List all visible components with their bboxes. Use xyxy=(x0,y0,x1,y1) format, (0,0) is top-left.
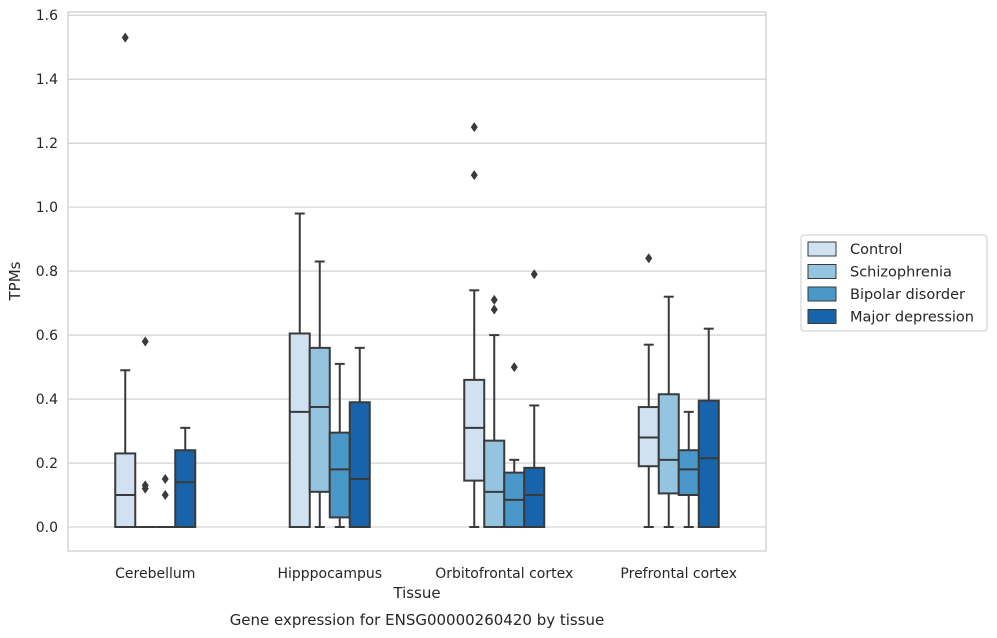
outlier-point xyxy=(490,304,498,315)
x-tick-label: Orbitofrontal cortex xyxy=(435,566,573,582)
box-body xyxy=(328,431,351,519)
legend-swatch xyxy=(807,309,837,324)
x-axis-label: Tissue xyxy=(392,584,440,602)
x-tick-label: Prefrontal cortex xyxy=(620,566,737,582)
box-major-depression xyxy=(523,269,546,529)
y-tick-label: 0.2 xyxy=(36,456,58,472)
x-axis-ticks: Cerebellum Hipppocampus Orbitofrontal cort… xyxy=(115,566,737,582)
legend: Control Schizophrenia Bipolar disorder Majo… xyxy=(800,234,988,332)
outlier-point xyxy=(161,490,169,501)
outlier-point xyxy=(510,362,518,373)
box-schizophrenia xyxy=(308,260,331,529)
box-body xyxy=(697,399,720,529)
box-control xyxy=(114,32,137,529)
outlier-point xyxy=(470,170,478,181)
box-bipolar-disorder xyxy=(328,362,351,529)
outlier-point xyxy=(490,294,498,305)
box-control xyxy=(463,122,486,529)
box-body xyxy=(308,346,331,493)
y-axis-label: TPMs xyxy=(6,261,24,301)
box-body xyxy=(463,378,486,482)
y-axis-ticks: 0.0 0.2 0.4 0.6 0.8 1.0 1.2 1.4 1.6 xyxy=(36,8,58,536)
y-tick-label: 1.0 xyxy=(36,200,58,216)
box-body xyxy=(677,449,700,497)
legend-swatch xyxy=(807,241,837,257)
outlier-point xyxy=(161,474,169,485)
box-body xyxy=(114,452,137,529)
outlier-point xyxy=(141,336,149,347)
y-tick-label: 0.4 xyxy=(36,392,58,408)
y-tick-label: 0.8 xyxy=(36,264,58,280)
outlier-point xyxy=(121,32,129,43)
box-bipolar-disorder xyxy=(155,474,176,529)
x-tick-label: Cerebellum xyxy=(115,566,195,582)
plot-frame xyxy=(67,11,767,552)
boxes xyxy=(114,32,720,529)
outlier-point xyxy=(470,122,478,133)
outlier-point xyxy=(530,269,538,280)
outlier-point xyxy=(141,480,149,491)
legend-entry-label: Major depression xyxy=(850,310,974,326)
y-tick-label: 1.4 xyxy=(36,72,58,88)
box-body xyxy=(288,332,311,529)
outlier-point xyxy=(645,253,653,264)
box-major-depression xyxy=(174,426,197,529)
y-tick-label: 1.6 xyxy=(36,8,58,24)
legend-entry-label: Control xyxy=(850,242,902,258)
legend-frame xyxy=(800,234,988,332)
y-tick-label: 1.2 xyxy=(36,136,58,152)
chart-caption: Gene expression for ENSG00000260420 by t… xyxy=(230,611,605,629)
y-tick-label: 0.6 xyxy=(36,328,58,344)
box-bipolar-disorder xyxy=(503,362,526,529)
box-schizophrenia xyxy=(135,336,156,529)
box-body xyxy=(657,393,680,495)
box-body xyxy=(483,439,506,529)
box-major-depression xyxy=(348,346,371,529)
box-schizophrenia xyxy=(657,295,680,529)
x-tick-label: Hipppocampus xyxy=(277,566,382,582)
box-body xyxy=(174,449,197,529)
box-schizophrenia xyxy=(483,294,506,529)
box-bipolar-disorder xyxy=(677,410,700,529)
legend-entry-label: Bipolar disorder xyxy=(850,287,965,303)
box-major-depression xyxy=(697,327,720,529)
box-body xyxy=(348,401,371,529)
legend-entry-label: Schizophrenia xyxy=(850,265,952,281)
box-control xyxy=(637,253,660,529)
legend-swatch xyxy=(807,264,837,279)
box-body xyxy=(523,466,546,529)
y-tick-label: 0.0 xyxy=(36,520,58,536)
box-control xyxy=(288,212,311,529)
legend-swatch xyxy=(807,286,837,302)
